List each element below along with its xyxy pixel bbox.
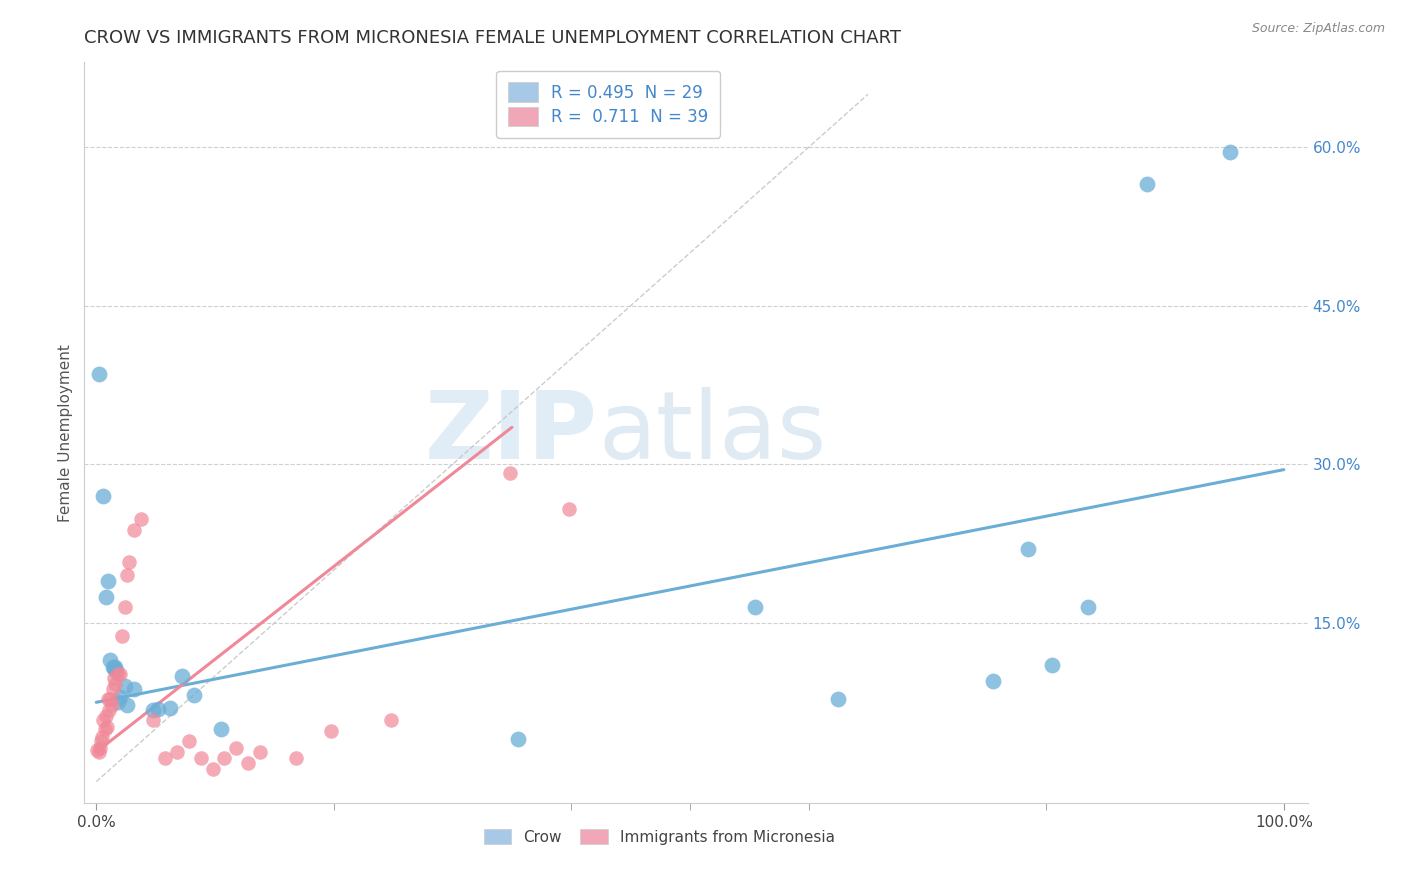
Point <box>93 489 115 503</box>
Y-axis label: Female Unemployment: Female Unemployment <box>58 343 73 522</box>
Point <box>91 730 114 744</box>
Point <box>498 466 520 480</box>
Text: atlas: atlas <box>598 386 827 479</box>
Point <box>506 732 529 747</box>
Point <box>94 590 117 604</box>
Point <box>190 751 212 765</box>
Point <box>108 690 131 704</box>
Point <box>1040 658 1063 673</box>
Point <box>209 722 232 736</box>
Point <box>284 751 307 765</box>
Point <box>214 751 236 765</box>
Point <box>1077 600 1099 615</box>
Point <box>104 677 127 691</box>
Point <box>166 745 188 759</box>
Point <box>827 692 849 706</box>
Point <box>115 568 138 582</box>
Point <box>142 703 165 717</box>
Point <box>87 745 110 759</box>
Point <box>1219 145 1241 160</box>
Point <box>101 660 124 674</box>
Point <box>249 745 271 759</box>
Point <box>122 523 145 537</box>
Point <box>100 698 122 713</box>
Point <box>380 714 402 728</box>
Point <box>114 600 136 615</box>
Text: ZIP: ZIP <box>425 386 598 479</box>
Point <box>238 756 260 770</box>
Point <box>1018 541 1040 556</box>
Point <box>177 734 200 748</box>
Point <box>118 555 141 569</box>
Point <box>103 671 125 685</box>
Point <box>108 666 131 681</box>
Point <box>558 501 581 516</box>
Point <box>97 574 120 588</box>
Point <box>981 674 1004 689</box>
Point <box>96 720 118 734</box>
Point <box>97 692 120 706</box>
Point <box>111 629 134 643</box>
Point <box>101 681 124 696</box>
Point <box>115 698 138 713</box>
Point <box>744 600 766 615</box>
Point <box>107 695 129 709</box>
Point <box>98 703 121 717</box>
Point <box>122 681 145 696</box>
Point <box>1136 177 1159 191</box>
Point <box>183 688 205 702</box>
Point <box>142 714 165 728</box>
Point <box>104 660 127 674</box>
Text: CROW VS IMMIGRANTS FROM MICRONESIA FEMALE UNEMPLOYMENT CORRELATION CHART: CROW VS IMMIGRANTS FROM MICRONESIA FEMAL… <box>84 29 901 47</box>
Point <box>86 743 108 757</box>
Point <box>201 762 224 776</box>
Point <box>170 669 193 683</box>
Point <box>87 368 110 382</box>
Point <box>146 701 169 715</box>
Text: Source: ZipAtlas.com: Source: ZipAtlas.com <box>1251 22 1385 36</box>
Point <box>100 692 122 706</box>
Point <box>114 680 136 694</box>
Point <box>321 723 343 738</box>
Point <box>225 740 247 755</box>
Point <box>103 661 125 675</box>
Point <box>93 714 115 728</box>
Point <box>89 740 111 755</box>
Point <box>100 653 122 667</box>
Point <box>153 751 176 765</box>
Point <box>94 709 117 723</box>
Point <box>159 700 181 714</box>
Point <box>93 722 115 736</box>
Point <box>107 666 129 681</box>
Point <box>90 734 112 748</box>
Point <box>105 664 128 678</box>
Legend: Crow, Immigrants from Micronesia: Crow, Immigrants from Micronesia <box>478 822 841 851</box>
Point <box>131 512 153 526</box>
